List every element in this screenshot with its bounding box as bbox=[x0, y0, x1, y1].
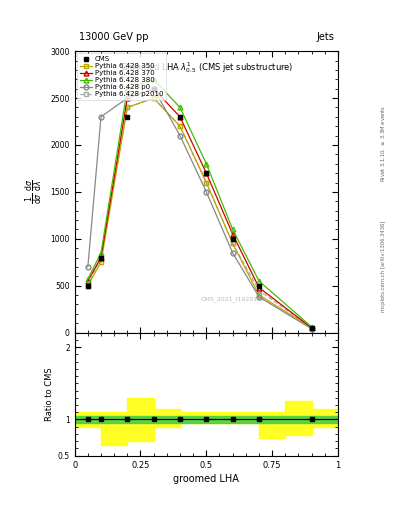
Pythia 6.428 p2010 bbox=[204, 179, 209, 185]
Y-axis label: $\frac{1}{\mathrm{d}\sigma}\,\frac{\mathrm{d}\sigma}{\mathrm{d}\lambda}$: $\frac{1}{\mathrm{d}\sigma}\,\frac{\math… bbox=[23, 179, 45, 204]
Pythia 6.428 350 bbox=[125, 104, 130, 111]
Pythia 6.428 370 bbox=[99, 254, 103, 261]
CMS bbox=[178, 114, 182, 120]
Pythia 6.428 p2010 bbox=[151, 95, 156, 101]
Pythia 6.428 380 bbox=[99, 250, 103, 256]
Pythia 6.428 380 bbox=[86, 276, 90, 282]
Pythia 6.428 p0 bbox=[99, 114, 103, 120]
Pythia 6.428 p2010 bbox=[309, 325, 314, 331]
Pythia 6.428 p0 bbox=[230, 250, 235, 256]
Pythia 6.428 370 bbox=[178, 114, 182, 120]
Pythia 6.428 370 bbox=[86, 278, 90, 284]
CMS bbox=[230, 236, 235, 242]
CMS bbox=[86, 283, 90, 289]
Pythia 6.428 370 bbox=[230, 231, 235, 237]
Pythia 6.428 350 bbox=[178, 123, 182, 130]
Pythia 6.428 p0 bbox=[178, 133, 182, 139]
Text: mcplots.cern.ch [arXiv:1306.3436]: mcplots.cern.ch [arXiv:1306.3436] bbox=[381, 221, 386, 312]
Pythia 6.428 380 bbox=[125, 86, 130, 92]
Pythia 6.428 p2010 bbox=[99, 254, 103, 261]
Line: Pythia 6.428 350: Pythia 6.428 350 bbox=[85, 96, 314, 330]
CMS bbox=[204, 170, 209, 176]
CMS bbox=[99, 254, 103, 261]
Text: Rivet 3.1.10, $\geq$ 3.3M events: Rivet 3.1.10, $\geq$ 3.3M events bbox=[379, 105, 387, 182]
Pythia 6.428 370 bbox=[257, 285, 261, 291]
Pythia 6.428 380 bbox=[230, 226, 235, 232]
Text: 13000 GeV pp: 13000 GeV pp bbox=[79, 32, 148, 42]
Legend: CMS, Pythia 6.428 350, Pythia 6.428 370, Pythia 6.428 380, Pythia 6.428 p0, Pyth: CMS, Pythia 6.428 350, Pythia 6.428 370,… bbox=[77, 53, 166, 100]
Pythia 6.428 370 bbox=[125, 95, 130, 101]
Pythia 6.428 380 bbox=[257, 278, 261, 284]
Line: CMS: CMS bbox=[85, 87, 314, 330]
CMS bbox=[257, 283, 261, 289]
Pythia 6.428 350 bbox=[309, 325, 314, 331]
Pythia 6.428 350 bbox=[230, 241, 235, 247]
Pythia 6.428 350 bbox=[204, 179, 209, 185]
Line: Pythia 6.428 p0: Pythia 6.428 p0 bbox=[85, 87, 314, 331]
Pythia 6.428 350 bbox=[99, 259, 103, 265]
Pythia 6.428 380 bbox=[178, 104, 182, 111]
Pythia 6.428 380 bbox=[204, 161, 209, 167]
Pythia 6.428 350 bbox=[86, 283, 90, 289]
CMS bbox=[309, 325, 314, 331]
Pythia 6.428 p0 bbox=[204, 189, 209, 195]
Line: Pythia 6.428 p2010: Pythia 6.428 p2010 bbox=[85, 96, 314, 330]
Pythia 6.428 p0 bbox=[151, 86, 156, 92]
Pythia 6.428 p2010 bbox=[257, 287, 261, 293]
Line: Pythia 6.428 380: Pythia 6.428 380 bbox=[85, 77, 314, 329]
Line: Pythia 6.428 370: Pythia 6.428 370 bbox=[85, 87, 314, 330]
Pythia 6.428 350 bbox=[257, 292, 261, 298]
Pythia 6.428 p0 bbox=[257, 294, 261, 300]
Pythia 6.428 p2010 bbox=[230, 241, 235, 247]
Pythia 6.428 370 bbox=[204, 170, 209, 176]
Pythia 6.428 350 bbox=[151, 95, 156, 101]
Pythia 6.428 p2010 bbox=[86, 283, 90, 289]
Pythia 6.428 p0 bbox=[125, 95, 130, 101]
Y-axis label: Ratio to CMS: Ratio to CMS bbox=[44, 367, 53, 421]
CMS bbox=[151, 86, 156, 92]
Pythia 6.428 p2010 bbox=[125, 104, 130, 111]
Pythia 6.428 p0 bbox=[86, 264, 90, 270]
Pythia 6.428 370 bbox=[151, 86, 156, 92]
Text: Jets: Jets bbox=[316, 32, 334, 42]
Pythia 6.428 p0 bbox=[309, 326, 314, 332]
Pythia 6.428 p2010 bbox=[178, 123, 182, 130]
X-axis label: groomed LHA: groomed LHA bbox=[173, 474, 239, 484]
CMS bbox=[125, 114, 130, 120]
Text: Groomed LHA $\lambda^{1}_{0.5}$ (CMS jet substructure): Groomed LHA $\lambda^{1}_{0.5}$ (CMS jet… bbox=[119, 59, 293, 75]
Pythia 6.428 380 bbox=[309, 324, 314, 330]
Text: CMS_2021_I1920187: CMS_2021_I1920187 bbox=[200, 296, 265, 302]
Pythia 6.428 370 bbox=[309, 325, 314, 331]
Pythia 6.428 380 bbox=[151, 76, 156, 82]
